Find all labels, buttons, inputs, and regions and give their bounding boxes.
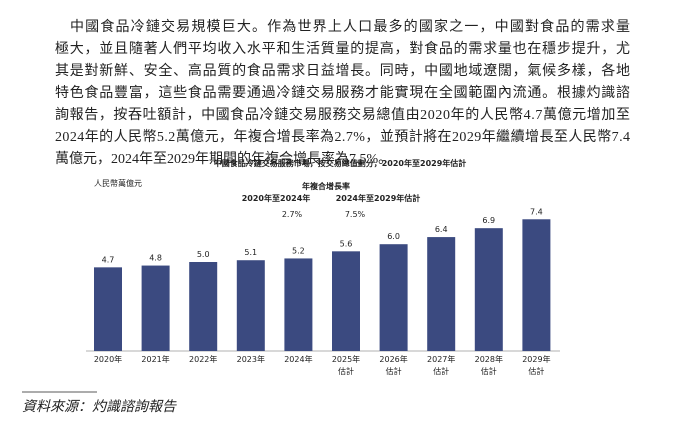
paragraph-line: 2024年的人民幣5.2萬億元，年複合增長率為2.7%，並預計將在2029年繼續… xyxy=(55,128,630,145)
x-tick-label: 2023年 xyxy=(237,354,265,364)
bar xyxy=(522,219,551,351)
x-tick-label: 2027年 xyxy=(427,354,455,364)
paragraph-line: 其是對新鮮、安全、高品質的食品需求日益增長。同時，中國地域遼闊，氣候多樣，各地 xyxy=(55,62,630,79)
x-tick-label: 估計 xyxy=(528,366,544,376)
data-label: 5.0 xyxy=(197,250,210,259)
paragraph-line: 詢報告，按吞吐額計，中國食品冷鏈交易服務交易總值由2020年的人民幣4.7萬億元… xyxy=(55,106,630,123)
data-label: 5.6 xyxy=(340,239,353,248)
x-tick-label: 2025年 xyxy=(332,354,360,364)
x-tick-label: 估計 xyxy=(386,366,402,376)
cagr-title: 年複合增長率 xyxy=(302,181,350,191)
x-tick-label: 2021年 xyxy=(141,354,169,364)
cagr-period: 2020年至2024年 xyxy=(242,193,311,203)
data-label: 4.7 xyxy=(102,255,115,264)
cagr-value: 2.7% xyxy=(282,210,303,219)
paragraph-line: 極大，並且隨著人們平均收入水平和生活質量的提高，對食品的需求量也在穩步提升，尤 xyxy=(55,40,630,57)
x-tick-label: 2022年 xyxy=(189,354,217,364)
chart-title: 中國食品冷鏈交易服務市場，按交易總值劃分，2020年至2029年估計 xyxy=(214,158,467,168)
data-label: 6.4 xyxy=(435,225,448,234)
bar xyxy=(94,267,122,351)
data-label: 4.8 xyxy=(149,254,162,263)
bar xyxy=(379,244,408,351)
bar xyxy=(236,260,265,351)
x-tick-label: 2029年 xyxy=(522,354,550,364)
data-label: 5.2 xyxy=(292,246,305,255)
bar xyxy=(332,251,360,351)
cagr-period: 2024年至2029年估計 xyxy=(336,193,421,203)
data-label: 6.9 xyxy=(482,216,495,225)
paragraph-line: 萬億元，2024年至2029年期間的年複合增長率為7.5%。 xyxy=(55,150,392,167)
data-label: 6.0 xyxy=(387,232,400,241)
paragraph-line: 特色食品豐富，這些食品需要通過冷鏈交易服務才能實現在全國範圍內流通。根據灼識諮 xyxy=(55,84,630,101)
cagr-value: 7.5% xyxy=(345,210,366,219)
data-label: 5.1 xyxy=(244,248,257,257)
x-tick-label: 2024年 xyxy=(284,354,312,364)
x-tick-label: 2026年 xyxy=(379,354,407,364)
bar xyxy=(427,237,456,351)
y-axis-label: 人民幣萬億元 xyxy=(94,178,142,188)
data-label: 7.4 xyxy=(530,207,543,216)
x-tick-label: 估計 xyxy=(481,366,497,376)
x-tick-label: 2020年 xyxy=(94,354,122,364)
x-tick-label: 估計 xyxy=(338,366,354,376)
source: 資料來源：灼識諮詢報告 xyxy=(22,399,177,415)
bar xyxy=(474,228,503,351)
bar xyxy=(141,265,170,351)
x-tick-label: 2028年 xyxy=(475,354,503,364)
bar xyxy=(189,262,218,351)
paragraph-line: 中國食品冷鏈交易規模巨大。作為世界上人口最多的國家之一，中國對食品的需求量 xyxy=(70,18,630,35)
bar xyxy=(284,258,313,351)
x-tick-label: 估計 xyxy=(433,366,449,376)
